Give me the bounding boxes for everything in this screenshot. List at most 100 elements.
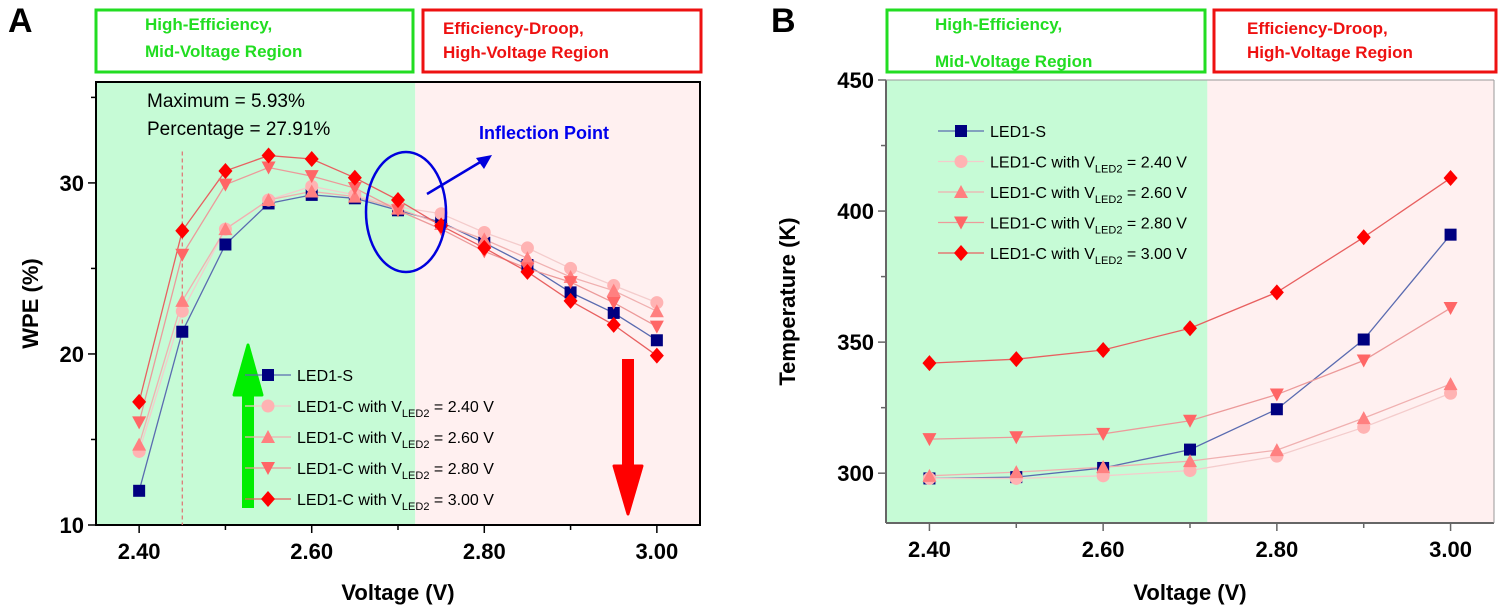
data-point [1269, 388, 1284, 402]
data-point [1269, 443, 1284, 457]
region-label: High-Efficiency, [935, 15, 1062, 34]
data-point [1009, 465, 1024, 479]
legend-item: LED1-C with VLED2 = 2.60 V [245, 430, 494, 451]
data-point [1009, 431, 1024, 445]
x-axis-title: Voltage (V) [1133, 580, 1246, 605]
inflection-label: Inflection Point [479, 123, 609, 143]
data-point [1183, 454, 1197, 468]
region-high-efficiency-bg [96, 82, 416, 525]
region-high-efficiency-bg [886, 80, 1208, 523]
data-point [391, 192, 405, 209]
data-point [218, 162, 233, 179]
down-arrow-head [612, 464, 644, 516]
data-point [1443, 377, 1458, 391]
data-point [520, 263, 535, 280]
data-point [1183, 320, 1197, 337]
legend-item: LED1-C with VLED2 = 2.60 V [938, 185, 1187, 206]
up-arrow-shaft [242, 393, 254, 508]
legend-label: LED1-C with VLED2 = 2.40 V [297, 399, 494, 420]
y-tick-label: 450 [837, 68, 874, 93]
series-markers-3 [922, 302, 1458, 447]
legend-item: LED1-S [938, 124, 1046, 141]
legend-marker [954, 216, 968, 230]
data-point [477, 232, 492, 246]
legend-item: LED1-C with VLED2 = 2.80 V [245, 461, 494, 482]
data-point [304, 170, 319, 184]
legend-marker [261, 462, 275, 475]
data-point [391, 204, 405, 218]
data-point [1270, 403, 1283, 416]
data-point [434, 207, 448, 221]
y-tick-label: 400 [837, 199, 874, 224]
data-point [304, 150, 319, 167]
data-point [922, 468, 937, 482]
legend-label: LED1-S [990, 124, 1046, 141]
legend-item: LED1-C with VLED2 = 2.40 V [245, 399, 494, 420]
x-tick-label: 2.40 [118, 539, 161, 564]
y-tick-label: 300 [837, 461, 874, 486]
data-point [1356, 411, 1371, 425]
region-label: High-Efficiency, [145, 15, 272, 34]
data-point [175, 248, 190, 262]
y-tick-label: 20 [60, 342, 84, 367]
data-point [1183, 464, 1197, 478]
data-point [564, 286, 577, 299]
region-label: Efficiency-Droop, [443, 19, 584, 38]
data-point [564, 261, 578, 275]
series-markers-2 [922, 377, 1458, 482]
data-point [607, 306, 620, 319]
data-point [922, 433, 937, 447]
data-point [133, 484, 146, 497]
data-point [1356, 354, 1371, 368]
inflection-arrow [426, 159, 483, 196]
legend-label: LED1-C with VLED2 = 3.00 V [297, 492, 494, 513]
data-point [1443, 302, 1458, 316]
data-point [520, 251, 535, 265]
legend-item: LED1-C with VLED2 = 2.80 V [938, 216, 1187, 237]
data-point [1269, 284, 1284, 301]
down-arrow-shaft [622, 359, 634, 469]
legend: LED1-S LED1-C with VLED2 = 2.40 V LED1-C w… [938, 124, 1187, 267]
region-label: High-Voltage Region [1247, 43, 1413, 62]
data-point [606, 283, 621, 297]
legend-label: LED1-C with VLED2 = 2.40 V [990, 155, 1187, 176]
data-point [218, 178, 233, 192]
data-point [175, 304, 189, 318]
data-point [1009, 351, 1024, 368]
y-tick-label: 30 [60, 171, 84, 196]
data-point [606, 296, 621, 310]
region-high-efficiency-box [885, 8, 1207, 74]
data-point [650, 334, 663, 347]
data-point [649, 304, 664, 318]
data-point [563, 276, 578, 290]
data-point [261, 147, 276, 164]
data-point [261, 193, 276, 207]
series-markers-4 [132, 147, 664, 410]
region-label: Efficiency-Droop, [1247, 19, 1388, 38]
legend-marker [954, 245, 968, 261]
region-droop-box [421, 8, 703, 74]
data-point [650, 296, 664, 310]
legend-marker [955, 125, 967, 137]
percentage-annotation: Percentage = 27.91% [147, 119, 330, 140]
legend-label: LED1-S [297, 368, 353, 385]
data-point [176, 325, 189, 338]
data-point [347, 182, 362, 196]
legend-label: LED1-C with VLED2 = 2.80 V [297, 461, 494, 482]
panel-b: B High-Efficiency, Mid-Voltage Region Effic… [771, 2, 1498, 605]
data-point [304, 184, 319, 198]
legend-marker [261, 491, 275, 507]
data-point [606, 316, 621, 333]
data-point [347, 169, 362, 186]
x-tick-label: 3.00 [635, 539, 678, 564]
data-point [347, 189, 362, 203]
legend-label: LED1-C with VLED2 = 2.60 V [990, 185, 1187, 206]
data-point [261, 161, 276, 175]
region-label: High-Voltage Region [443, 43, 609, 62]
data-point [520, 241, 534, 255]
panel-label: B [771, 2, 796, 40]
data-point [1096, 427, 1111, 441]
y-axis-title: WPE (%) [18, 258, 43, 348]
inflection-arrow-head [476, 155, 492, 169]
data-point [649, 347, 664, 364]
